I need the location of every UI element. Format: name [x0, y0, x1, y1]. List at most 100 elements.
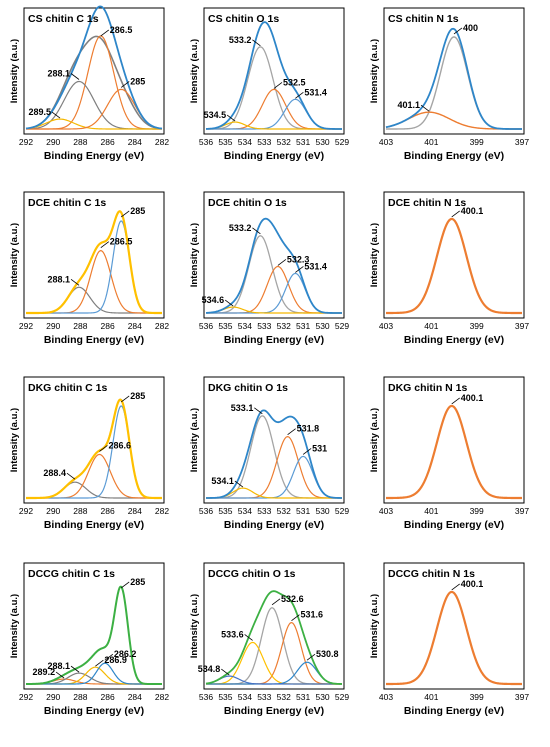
- x-tick-label: 397: [515, 506, 529, 516]
- x-tick-label: 284: [128, 692, 142, 702]
- peak-label: 534.5: [204, 110, 227, 120]
- x-tick-label: 534: [238, 692, 252, 702]
- x-tick-label: 530: [315, 137, 329, 147]
- series-line-4: [205, 409, 343, 499]
- series-line-3: [26, 662, 162, 685]
- series-line-4: [205, 675, 342, 685]
- x-tick-label: 535: [218, 137, 232, 147]
- peak-leader-line: [252, 227, 261, 235]
- peak-leader-line: [271, 598, 281, 606]
- panel-title: DCE chitin O 1s: [208, 197, 287, 209]
- xps-panel-0: 286.5 288.1 285 289.5 CS chitin C 1s 292 290 28…: [9, 5, 169, 162]
- series-line-2: [385, 27, 523, 130]
- x-tick-label: 288: [73, 506, 87, 516]
- peak-leader-line: [226, 114, 236, 122]
- x-tick-label: 532: [277, 692, 291, 702]
- peak-leader-line: [451, 583, 460, 591]
- peak-label: 400: [463, 23, 478, 33]
- x-axis-label: Binding Energy (eV): [224, 334, 324, 346]
- peak-leader-line: [51, 111, 61, 119]
- panel-title: DCE chitin N 1s: [388, 197, 466, 209]
- x-tick-label: 534: [238, 137, 252, 147]
- xps-panel-10: 532.6 531.6 533.6 530.8 534.8 DCCG chitin O 1…: [189, 562, 349, 717]
- panel-title: DKG chitin N 1s: [388, 382, 468, 394]
- x-tick-label: 282: [155, 506, 169, 516]
- x-tick-label: 284: [128, 321, 142, 331]
- x-tick-label: 536: [199, 692, 213, 702]
- x-tick-label: 403: [379, 506, 393, 516]
- series-line-3: [25, 398, 163, 500]
- peak-label: 285: [130, 577, 145, 587]
- peak-label: 531.4: [304, 87, 327, 97]
- peak-leader-line: [120, 81, 130, 88]
- x-tick-label: 292: [19, 321, 33, 331]
- x-axis-label: Binding Energy (eV): [44, 519, 144, 531]
- xps-panel-7: 533.1 531.8 531 534.1 DKG chitin O 1s 536 535 5…: [189, 376, 349, 531]
- peak-label: 534.6: [202, 295, 225, 305]
- x-tick-label: 290: [46, 692, 60, 702]
- x-tick-label: 282: [155, 692, 169, 702]
- x-tick-label: 530: [315, 506, 329, 516]
- panel-title: CS chitin N 1s: [388, 13, 459, 25]
- peak-leader-line: [120, 581, 130, 589]
- peak-leader-line: [100, 241, 110, 248]
- x-tick-label: 529: [335, 137, 349, 147]
- x-tick-label: 530: [315, 692, 329, 702]
- peak-leader-line: [291, 614, 300, 621]
- peak-leader-line: [451, 210, 460, 218]
- series-line-4: [205, 21, 343, 130]
- series-line-3: [25, 210, 163, 315]
- x-tick-label: 401: [424, 137, 438, 147]
- peak-leader-line: [277, 259, 287, 266]
- peak-label: 288.4: [43, 468, 66, 478]
- peak-label: 531.8: [297, 424, 320, 434]
- plot-frame: [383, 191, 525, 319]
- peak-label: 286.6: [108, 440, 131, 450]
- y-axis-label: Intensity (a.u.): [369, 594, 380, 658]
- peak-label: 533.1: [231, 403, 254, 413]
- x-tick-label: 529: [335, 506, 349, 516]
- x-tick-label: 531: [296, 137, 310, 147]
- peak-label: 532.6: [281, 594, 304, 604]
- series-line-4: [25, 585, 163, 685]
- peak-leader-line: [224, 299, 234, 307]
- peak-label: 401.1: [398, 100, 421, 110]
- x-tick-label: 290: [46, 321, 60, 331]
- x-tick-label: 399: [470, 137, 484, 147]
- x-tick-label: 533: [257, 692, 271, 702]
- peak-label: 531.6: [300, 610, 323, 620]
- x-tick-label: 284: [128, 137, 142, 147]
- peak-label: 288.1: [48, 69, 71, 79]
- x-tick-label: 534: [238, 321, 252, 331]
- peak-leader-line: [234, 480, 244, 488]
- series-line-5: [25, 5, 163, 130]
- peak-leader-line: [70, 665, 80, 673]
- x-tick-label: 399: [470, 321, 484, 331]
- x-tick-label: 397: [515, 692, 529, 702]
- peak-leader-line: [302, 448, 312, 455]
- peak-label: 289.2: [33, 667, 56, 677]
- x-tick-label: 282: [155, 321, 169, 331]
- x-tick-label: 397: [515, 321, 529, 331]
- x-axis-label: Binding Energy (eV): [404, 519, 504, 531]
- peak-label: 285: [130, 391, 145, 401]
- x-tick-label: 401: [424, 692, 438, 702]
- plot-frame: [383, 7, 525, 135]
- x-tick-label: 286: [101, 692, 115, 702]
- x-tick-label: 536: [199, 506, 213, 516]
- x-tick-label: 401: [424, 506, 438, 516]
- peak-label: 532.3: [287, 254, 310, 264]
- xps-panel-3: 285 286.5 288.1 DCE chitin C 1s 292 290 288 286…: [9, 191, 169, 346]
- peak-leader-line: [252, 39, 261, 47]
- x-tick-label: 290: [46, 506, 60, 516]
- peak-leader-line: [66, 472, 76, 480]
- peak-label: 400.1: [461, 393, 484, 403]
- x-tick-label: 286: [101, 137, 115, 147]
- x-tick-label: 531: [296, 506, 310, 516]
